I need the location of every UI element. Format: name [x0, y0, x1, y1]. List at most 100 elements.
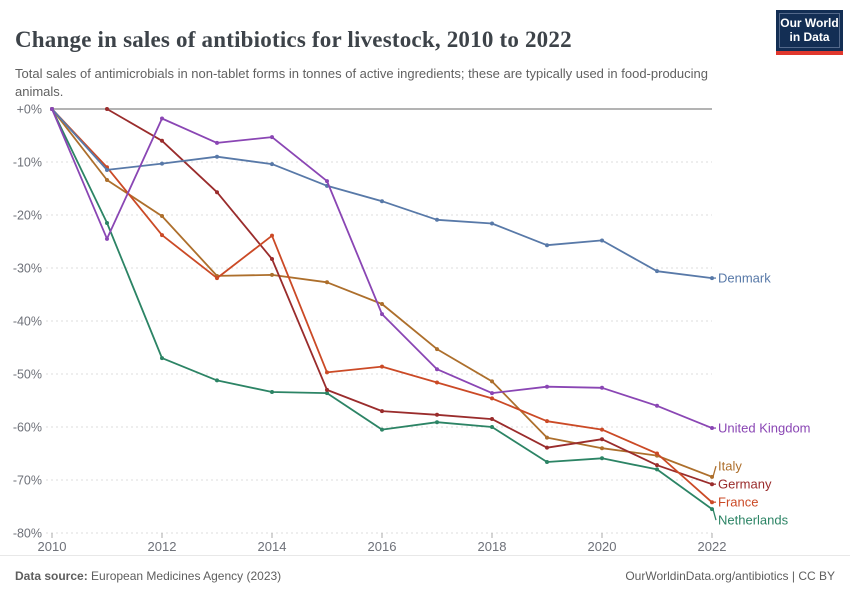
chart-subtitle: Total sales of antimicrobials in non-tab…	[15, 66, 708, 100]
data-point-denmark[interactable]	[380, 199, 384, 204]
data-point-italy[interactable]	[545, 435, 549, 440]
series-line-germany[interactable]	[106, 108, 713, 486]
data-point-italy[interactable]	[160, 214, 164, 219]
data-point-united-kingdom[interactable]	[435, 367, 439, 372]
data-point-germany[interactable]	[490, 417, 494, 422]
series-label-united-kingdom[interactable]: United Kingdom	[718, 421, 811, 436]
data-point-italy[interactable]	[325, 280, 329, 285]
data-point-france[interactable]	[270, 233, 274, 238]
data-point-netherlands[interactable]	[325, 391, 329, 396]
data-point-denmark[interactable]	[710, 276, 714, 281]
x-axis-tick-label: 2018	[478, 539, 507, 554]
data-point-germany[interactable]	[215, 190, 219, 195]
data-point-france[interactable]	[600, 427, 604, 432]
data-point-italy[interactable]	[600, 446, 604, 451]
data-point-italy[interactable]	[105, 178, 109, 183]
data-point-united-kingdom[interactable]	[710, 426, 714, 431]
data-point-united-kingdom[interactable]	[50, 107, 54, 111]
x-axis-tick-label: 2022	[698, 539, 727, 554]
data-point-netherlands[interactable]	[655, 467, 659, 472]
data-point-netherlands[interactable]	[435, 420, 439, 425]
y-axis-tick-label: -20%	[13, 209, 42, 223]
data-point-united-kingdom[interactable]	[490, 391, 494, 396]
x-axis-tick-label: 2014	[258, 539, 287, 554]
data-point-france[interactable]	[325, 370, 329, 375]
data-point-france[interactable]	[545, 419, 549, 424]
data-point-france[interactable]	[215, 276, 219, 281]
data-point-france[interactable]	[435, 380, 439, 385]
x-axis-tick-label: 2012	[148, 539, 177, 554]
series-label-denmark[interactable]: Denmark	[718, 271, 771, 286]
data-point-italy[interactable]	[380, 302, 384, 307]
data-point-netherlands[interactable]	[600, 456, 604, 461]
data-point-germany[interactable]	[380, 409, 384, 414]
license-link[interactable]: OurWorldinData.org/antibiotics | CC BY	[625, 569, 835, 583]
data-point-united-kingdom[interactable]	[380, 312, 384, 317]
data-point-italy[interactable]	[435, 347, 439, 352]
data-point-denmark[interactable]	[435, 217, 439, 222]
data-point-germany[interactable]	[105, 107, 109, 111]
data-point-netherlands[interactable]	[545, 459, 549, 464]
data-point-france[interactable]	[380, 364, 384, 369]
data-point-germany[interactable]	[600, 437, 604, 442]
data-point-united-kingdom[interactable]	[655, 403, 659, 408]
x-axis-tick-label: 2010	[38, 539, 67, 554]
data-point-denmark[interactable]	[600, 238, 604, 243]
owid-logo-red-bar	[776, 51, 843, 55]
series-line-united-kingdom[interactable]	[51, 108, 713, 429]
data-point-france[interactable]	[655, 451, 659, 456]
data-point-united-kingdom[interactable]	[600, 385, 604, 390]
y-axis-tick-label: -80%	[13, 527, 42, 541]
data-point-france[interactable]	[160, 233, 164, 238]
x-axis-tick-label: 2020	[588, 539, 617, 554]
data-point-germany[interactable]	[160, 138, 164, 143]
data-point-germany[interactable]	[325, 387, 329, 392]
data-point-netherlands[interactable]	[105, 220, 109, 225]
data-point-netherlands[interactable]	[490, 425, 494, 429]
data-point-germany[interactable]	[655, 463, 659, 468]
data-point-denmark[interactable]	[215, 154, 219, 159]
data-point-germany[interactable]	[545, 445, 549, 450]
data-source-label: Data source:	[15, 569, 88, 583]
data-source-value: European Medicines Agency (2023)	[87, 569, 282, 583]
data-point-italy[interactable]	[490, 379, 494, 384]
data-point-france[interactable]	[490, 396, 494, 401]
data-point-netherlands[interactable]	[270, 390, 274, 395]
y-axis-tick-label: -50%	[13, 368, 42, 382]
data-point-netherlands[interactable]	[215, 378, 219, 383]
data-point-germany[interactable]	[710, 482, 714, 487]
owid-logo-text: Our World in Data	[779, 13, 840, 48]
data-point-denmark[interactable]	[160, 161, 164, 166]
data-point-denmark[interactable]	[105, 167, 109, 172]
data-source-note: Data source: European Medicines Agency (…	[15, 569, 281, 583]
owid-logo[interactable]: Our World in Data	[776, 10, 843, 55]
y-axis-tick-label: -40%	[13, 315, 42, 329]
y-axis-tick-label: -30%	[13, 262, 42, 276]
data-point-united-kingdom[interactable]	[325, 179, 329, 184]
data-point-france[interactable]	[710, 500, 714, 505]
data-point-united-kingdom[interactable]	[160, 116, 164, 121]
data-point-italy[interactable]	[270, 272, 274, 277]
data-point-netherlands[interactable]	[380, 427, 384, 432]
series-label-france[interactable]: France	[718, 495, 758, 510]
y-axis-tick-label: -60%	[13, 421, 42, 435]
data-point-denmark[interactable]	[655, 269, 659, 274]
chart-canvas: +0% -10% -20% -30% -40% -50% -60% -70% -80%2010 2…	[13, 103, 811, 555]
page-title: Change in sales of antibiotics for lives…	[15, 27, 572, 53]
series-label-germany[interactable]: Germany	[718, 477, 772, 492]
data-point-united-kingdom[interactable]	[270, 135, 274, 140]
data-point-denmark[interactable]	[490, 221, 494, 226]
y-axis-tick-label: -10%	[13, 156, 42, 170]
data-point-netherlands[interactable]	[160, 356, 164, 361]
chart-footer: Data source: European Medicines Agency (…	[0, 555, 850, 600]
data-point-germany[interactable]	[435, 412, 439, 417]
data-point-united-kingdom[interactable]	[545, 384, 549, 389]
series-label-netherlands[interactable]: Netherlands	[718, 513, 789, 528]
series-label-italy[interactable]: Italy	[718, 459, 742, 474]
data-point-united-kingdom[interactable]	[105, 236, 109, 241]
data-point-denmark[interactable]	[270, 162, 274, 167]
data-point-united-kingdom[interactable]	[215, 140, 219, 145]
data-point-germany[interactable]	[270, 256, 274, 261]
data-point-denmark[interactable]	[545, 243, 549, 248]
